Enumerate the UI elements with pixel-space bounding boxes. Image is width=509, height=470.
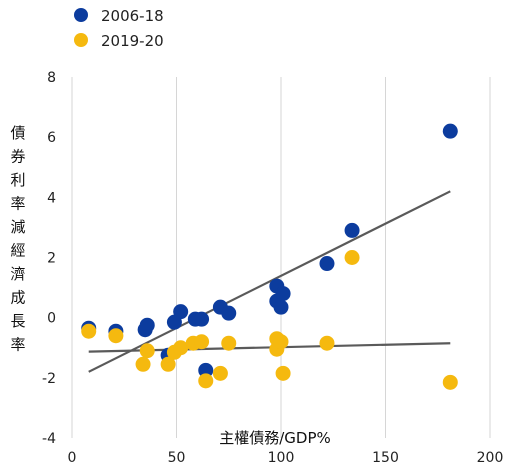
trend-line-2006-18: [88, 190, 451, 373]
point-2019-20-3: [139, 343, 155, 359]
y-tick-label-8: 8: [47, 70, 56, 86]
point-2006-18-9: [198, 362, 214, 378]
x-tick-label-50: 50: [168, 450, 186, 466]
point-2019-20-4: [160, 356, 176, 372]
point-2019-20-18: [442, 374, 458, 390]
x-tick-label-150: 150: [372, 450, 399, 466]
point-2019-20-1: [108, 328, 124, 344]
point-2006-18-8: [194, 311, 210, 327]
point-2019-20-17: [344, 250, 360, 265]
point-2019-20-15: [275, 365, 291, 381]
x-tick-label-200: 200: [477, 450, 504, 466]
y-tick-label--2: -2: [42, 371, 56, 387]
point-2019-20-6: [173, 340, 189, 356]
y-tick-label-6: 6: [47, 130, 56, 146]
point-2019-20-10: [212, 365, 228, 381]
point-2019-20-16: [319, 335, 335, 351]
y-tick-label-2: 2: [47, 251, 56, 267]
point-2006-18-15: [275, 286, 291, 302]
point-2019-20-11: [221, 335, 237, 351]
point-2019-20-8: [194, 334, 210, 350]
point-2019-20-9: [198, 373, 214, 389]
point-2006-18-18: [442, 123, 458, 139]
axes: 0 50 100 150 200 -4 -2 0 2 4 6 8: [42, 70, 503, 466]
point-2006-18-17: [344, 222, 360, 238]
point-2019-20-14: [273, 334, 289, 350]
legend-marker-2019-20: [74, 33, 88, 47]
point-2006-18-14: [273, 299, 289, 315]
point-2006-18-16: [319, 256, 335, 272]
x-tick-label-100: 100: [268, 450, 295, 466]
legend-label-2006-18: 2006-18: [101, 7, 164, 25]
point-2006-18-6: [173, 304, 189, 320]
y-tick-label--4: -4: [42, 431, 56, 447]
y-tick-label-4: 4: [47, 190, 56, 206]
legend: 2006-18 2019-20: [74, 7, 164, 50]
x-axis-label: 主權債務/GDP%: [219, 429, 331, 447]
data-points: [81, 123, 458, 390]
legend-label-2019-20: 2019-20: [101, 32, 164, 50]
legend-marker-2006-18: [74, 8, 88, 22]
y-axis-label: 債券利率減經濟成長率: [10, 124, 25, 354]
point-2019-20-0: [81, 323, 97, 339]
y-tick-label-0: 0: [47, 311, 56, 327]
point-2019-20-2: [135, 356, 151, 372]
gridlines: [71, 77, 491, 438]
x-tick-label-0: 0: [68, 450, 77, 466]
point-2006-18-3: [139, 317, 155, 333]
point-2006-18-11: [221, 305, 237, 321]
